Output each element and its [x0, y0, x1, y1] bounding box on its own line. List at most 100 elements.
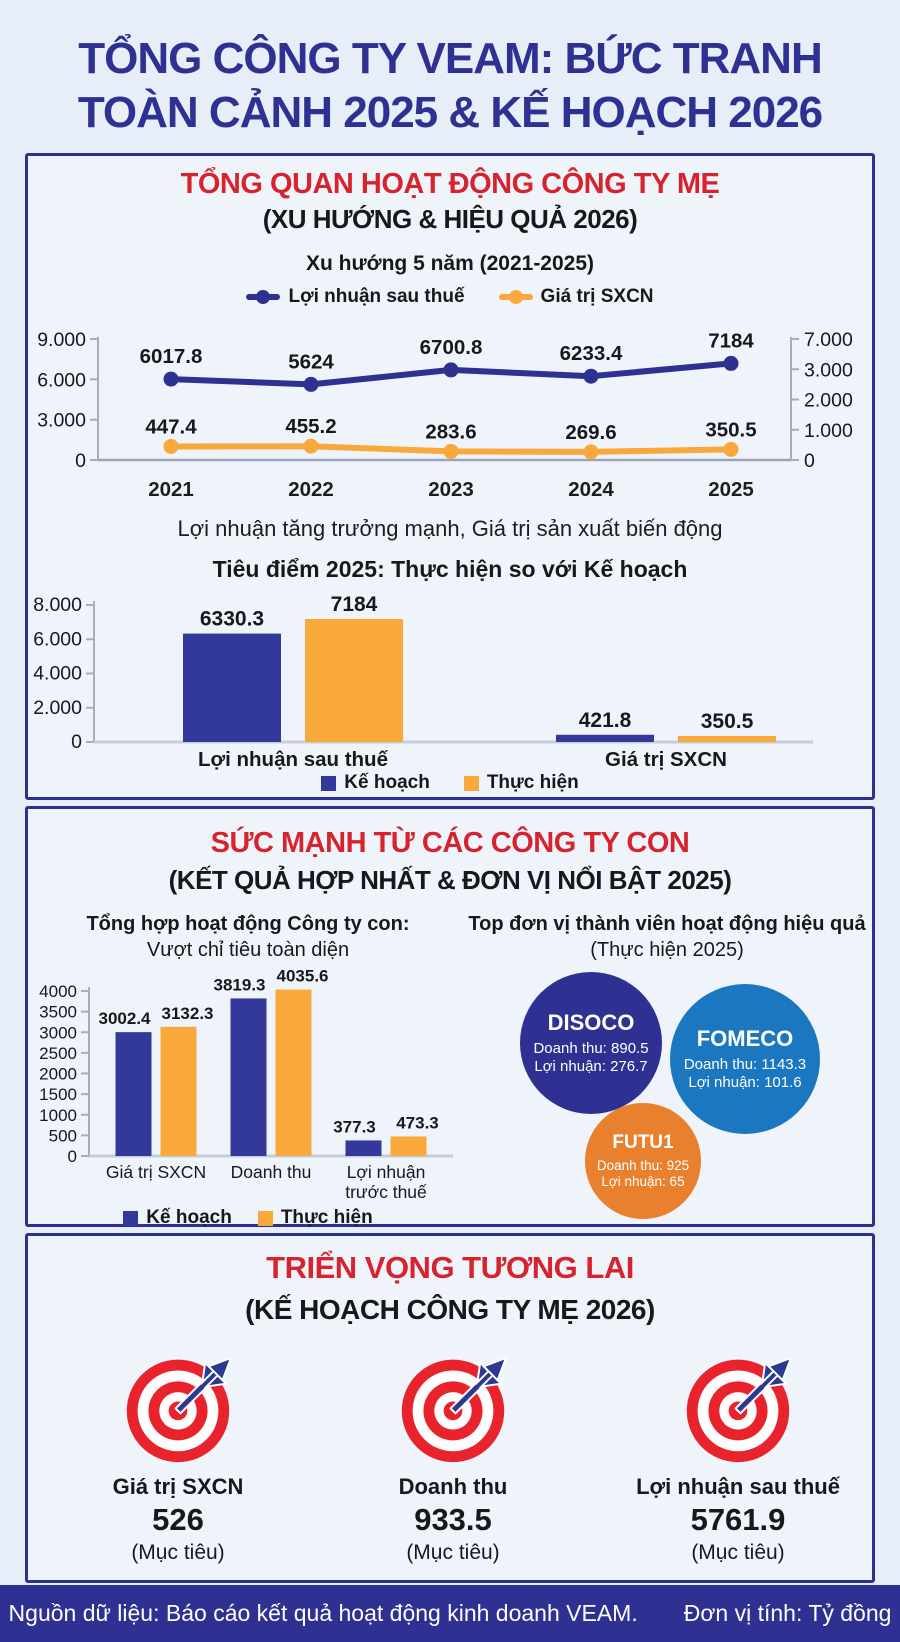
y-tick-label: 6.000 — [37, 369, 86, 391]
target-revenue: Doanh thu 933.5 (Mục tiêu) — [343, 1336, 563, 1565]
bar-value-label: 4035.6 — [277, 967, 329, 986]
target-value: 5761.9 — [690, 1502, 786, 1537]
bar-value-label: 3819.3 — [214, 975, 266, 994]
footer-bar: Nguồn dữ liệu: Báo cáo kết quả hoạt động… — [0, 1585, 900, 1642]
data-point — [303, 438, 319, 454]
unit-name: FOMECO — [696, 1026, 794, 1051]
y-tick-label: 2.000 — [804, 390, 853, 412]
data-point — [723, 355, 739, 371]
legend-label: Kế hoạch — [344, 772, 430, 793]
section2-title: SỨC MẠNH TỪ CÁC CÔNG TY CON — [210, 827, 690, 859]
target-value: 526 — [152, 1502, 204, 1537]
x-tick-label: 2022 — [288, 478, 334, 501]
target-bullseye-icon — [400, 1346, 518, 1464]
target-goal: (Mục tiêu) — [406, 1541, 500, 1564]
bar-Thực hiện — [275, 989, 312, 1156]
bar-Kế hoạch — [556, 734, 654, 742]
bar-Kế hoạch — [345, 1140, 382, 1156]
x-category-label: Lợi nhuận — [347, 1162, 426, 1182]
y-tick-label: 3.000 — [37, 410, 86, 432]
legend-item-plan: Kế hoạch — [123, 1207, 232, 1229]
page-title-line1: TỔNG CÔNG TY VEAM: BỨC TRANH — [78, 34, 822, 83]
panel-future-outlook: TRIỂN VỌNG TƯƠNG LAI (KẾ HOẠCH CÔNG TY M… — [25, 1233, 875, 1583]
x-category-label: Doanh thu — [231, 1162, 312, 1182]
y-tick-label: 2000 — [39, 1065, 77, 1084]
bar-Kế hoạch — [183, 633, 281, 742]
legend-item-plan: Kế hoạch — [321, 772, 430, 794]
trend-legend: Lợi nhuận sau thuế Giá trị SXCN — [28, 286, 872, 308]
legend-item-actual: Thực hiện — [257, 1207, 373, 1229]
subs-chart-heading2: Vượt chỉ tiêu toàn diện — [146, 939, 350, 961]
unit-bubble-disoco: DISOCO Doanh thu: 890.5 Lợi nhuận: 276.7 — [520, 972, 662, 1114]
y-tick-label: 2.000 — [33, 697, 82, 719]
target-bullseye-icon — [125, 1346, 243, 1464]
bar-Thực hiện — [678, 735, 776, 742]
x-tick-label: 2021 — [148, 478, 194, 501]
section2-subtitle: (KẾT QUẢ HỢP NHẤT & ĐƠN VỊ NỔI BẬT 2025) — [168, 865, 732, 895]
data-value-label: 269.6 — [565, 421, 616, 444]
focus-bar-chart: 0 2.000 4.000 6.000 8.000 6330.3 7184 Lợi nhuận… — [33, 593, 813, 771]
y-tick-label: 3.000 — [804, 359, 853, 381]
panel-subsidiaries: SỨC MẠNH TỪ CÁC CÔNG TY CON (KẾT QUẢ HỢP… — [25, 806, 875, 1229]
data-point — [443, 443, 459, 459]
unit-revenue: Doanh thu: 890.5 — [533, 1039, 649, 1057]
x-tick-label: 2025 — [708, 478, 754, 501]
data-source-text: Nguồn dữ liệu: Báo cáo kết quả hoạt động… — [8, 1600, 638, 1626]
bar-Thực hiện — [390, 1136, 427, 1156]
data-value-label: 6233.4 — [560, 342, 623, 365]
target-value: 933.5 — [414, 1502, 492, 1537]
target-label: Lợi nhuận sau thuế — [636, 1474, 840, 1499]
legend-item-sxcn: Giá trị SXCN — [498, 286, 654, 308]
data-point — [303, 376, 319, 392]
bar-value-label: 421.8 — [579, 709, 632, 732]
legend-label: Lợi nhuận sau thuế — [288, 286, 465, 307]
bar-Thực hiện — [160, 1026, 197, 1156]
data-value-label: 283.6 — [425, 420, 476, 443]
legend-label: Kế hoạch — [146, 1207, 232, 1228]
bar-value-label: 7184 — [331, 593, 378, 616]
section1-subtitle: (XU HƯỚNG & HIỆU QUẢ 2026) — [262, 204, 638, 234]
y-tick-label: 9.000 — [37, 329, 86, 351]
section3-subtitle: (KẾ HOẠCH CÔNG TY MẸ 2026) — [245, 1294, 655, 1325]
x-category-label: Giá trị SXCN — [106, 1162, 206, 1182]
data-value-label: 6700.8 — [420, 336, 483, 359]
y-tick-label: 1000 — [39, 1106, 77, 1125]
focus-legend: Kế hoạch Thực hiện — [28, 772, 872, 794]
legend-label: Giá trị SXCN — [540, 286, 654, 307]
section1-title: TỔNG QUAN HOẠT ĐỘNG CÔNG TY MẸ — [180, 168, 720, 200]
target-label: Doanh thu — [398, 1474, 508, 1499]
square-marker-icon — [321, 775, 337, 791]
data-value-label: 455.2 — [285, 415, 336, 438]
y-tick-label: 0 — [68, 1147, 77, 1166]
bar-value-label: 6330.3 — [200, 608, 264, 631]
square-marker-icon — [123, 1210, 139, 1226]
y-tick-label: 4000 — [39, 982, 77, 1001]
bar-Kế hoạch — [230, 998, 267, 1156]
y-tick-label: 7.000 — [804, 329, 853, 351]
bar-value-label: 377.3 — [333, 1117, 376, 1136]
top-units-heading2: (Thực hiện 2025) — [590, 939, 744, 961]
x-category-label: trước thuế — [345, 1182, 427, 1202]
dot-marker-icon — [508, 290, 523, 304]
line-marker-icon — [498, 290, 533, 304]
x-category-label: Giá trị SXCN — [605, 748, 727, 771]
data-value-label: 6017.8 — [140, 345, 203, 368]
dot-marker-icon — [256, 290, 271, 304]
y-tick-label: 0 — [71, 731, 82, 753]
bar-value-label: 3132.3 — [162, 1004, 214, 1023]
legend-label: Thực hiện — [486, 772, 579, 793]
data-value-label: 350.5 — [705, 418, 756, 441]
focus-chart-title: Tiêu điểm 2025: Thực hiện so với Kế hoạc… — [212, 556, 688, 582]
bar-value-label: 350.5 — [701, 710, 754, 733]
target-goal: (Mục tiêu) — [131, 1541, 225, 1564]
data-point — [583, 368, 599, 384]
page-title: TỔNG CÔNG TY VEAM: BỨC TRANH TOÀN CẢNH 2… — [0, 32, 900, 140]
page-title-line2: TOÀN CẢNH 2025 & KẾ HOẠCH 2026 — [77, 88, 823, 137]
y-tick-label: 0 — [75, 450, 86, 472]
y-tick-label: 2500 — [39, 1044, 77, 1063]
square-marker-icon — [257, 1210, 273, 1226]
unit-name: FUTU1 — [612, 1131, 674, 1153]
unit-revenue: Doanh thu: 925 — [596, 1157, 690, 1173]
target-bullseye-icon — [685, 1346, 803, 1464]
